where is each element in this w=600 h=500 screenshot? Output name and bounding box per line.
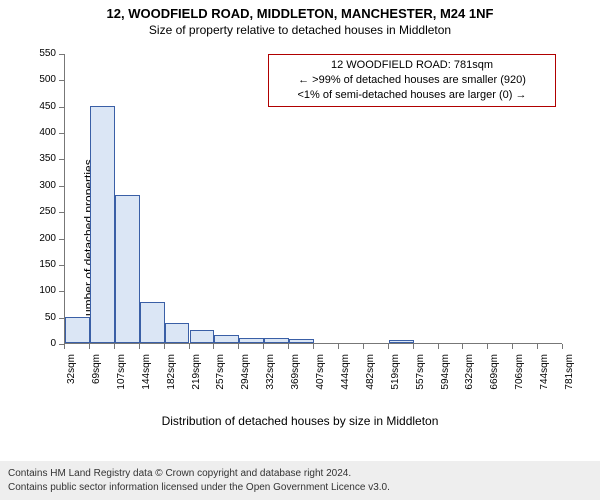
x-tick-label: 519sqm xyxy=(390,354,401,404)
x-tick-mark xyxy=(462,344,463,349)
y-tick-mark xyxy=(59,107,64,108)
y-tick-mark xyxy=(59,133,64,134)
x-tick-mark xyxy=(114,344,115,349)
info-line-3: <1% of semi-detached houses are larger (… xyxy=(275,88,549,103)
y-tick-label: 50 xyxy=(0,312,56,323)
x-tick-mark xyxy=(562,344,563,349)
x-tick-mark xyxy=(263,344,264,349)
x-tick-label: 219sqm xyxy=(191,354,202,404)
histogram-bar xyxy=(389,340,414,343)
x-tick-label: 444sqm xyxy=(340,354,351,404)
y-tick-mark xyxy=(59,291,64,292)
y-tick-label: 350 xyxy=(0,153,56,164)
y-tick-mark xyxy=(59,239,64,240)
histogram-bar xyxy=(65,317,90,343)
x-tick-mark xyxy=(213,344,214,349)
x-tick-label: 744sqm xyxy=(539,354,550,404)
x-tick-mark xyxy=(313,344,314,349)
histogram-bar xyxy=(165,323,190,343)
x-tick-label: 594sqm xyxy=(440,354,451,404)
x-tick-label: 557sqm xyxy=(415,354,426,404)
y-tick-label: 100 xyxy=(0,285,56,296)
x-tick-mark xyxy=(438,344,439,349)
credit-footer: Contains HM Land Registry data © Crown c… xyxy=(0,461,600,500)
y-tick-label: 150 xyxy=(0,259,56,270)
x-tick-label: 706sqm xyxy=(514,354,525,404)
x-tick-label: 32sqm xyxy=(66,354,77,404)
title-block: 12, WOODFIELD ROAD, MIDDLETON, MANCHESTE… xyxy=(0,0,600,37)
x-tick-label: 332sqm xyxy=(265,354,276,404)
histogram-bar xyxy=(214,335,239,343)
highlight-info-box: 12 WOODFIELD ROAD: 781sqm ← >99% of deta… xyxy=(268,54,556,107)
y-tick-mark xyxy=(59,186,64,187)
y-tick-mark xyxy=(59,318,64,319)
x-tick-mark xyxy=(64,344,65,349)
x-tick-label: 632sqm xyxy=(464,354,475,404)
y-tick-label: 450 xyxy=(0,101,56,112)
y-tick-label: 200 xyxy=(0,233,56,244)
y-tick-label: 0 xyxy=(0,338,56,349)
x-tick-mark xyxy=(238,344,239,349)
histogram-bar xyxy=(90,106,115,343)
x-tick-label: 69sqm xyxy=(91,354,102,404)
histogram-bar xyxy=(239,338,264,343)
x-tick-mark xyxy=(89,344,90,349)
y-tick-label: 300 xyxy=(0,180,56,191)
histogram-bar xyxy=(190,330,215,343)
x-tick-mark xyxy=(164,344,165,349)
x-tick-mark xyxy=(288,344,289,349)
x-tick-label: 294sqm xyxy=(240,354,251,404)
histogram-bar xyxy=(115,195,140,343)
y-tick-label: 500 xyxy=(0,74,56,85)
x-tick-mark xyxy=(487,344,488,349)
x-tick-label: 107sqm xyxy=(116,354,127,404)
credit-line-2: Contains public sector information licen… xyxy=(8,481,592,495)
info-line-2: ← >99% of detached houses are smaller (9… xyxy=(275,73,549,88)
x-axis-label: Distribution of detached houses by size … xyxy=(0,414,600,428)
x-tick-label: 669sqm xyxy=(489,354,500,404)
y-tick-mark xyxy=(59,212,64,213)
histogram-bar xyxy=(264,338,289,343)
x-tick-label: 407sqm xyxy=(315,354,326,404)
x-tick-mark xyxy=(363,344,364,349)
page-subtitle: Size of property relative to detached ho… xyxy=(0,23,600,37)
y-tick-mark xyxy=(59,159,64,160)
x-tick-label: 257sqm xyxy=(215,354,226,404)
x-tick-mark xyxy=(537,344,538,349)
x-tick-mark xyxy=(388,344,389,349)
y-tick-mark xyxy=(59,54,64,55)
x-tick-label: 781sqm xyxy=(564,354,575,404)
histogram-bar xyxy=(289,339,314,343)
y-tick-label: 250 xyxy=(0,206,56,217)
histogram-bar xyxy=(140,302,165,343)
x-tick-mark xyxy=(338,344,339,349)
x-tick-label: 369sqm xyxy=(290,354,301,404)
x-tick-label: 144sqm xyxy=(141,354,152,404)
x-tick-mark xyxy=(512,344,513,349)
x-tick-mark xyxy=(139,344,140,349)
x-tick-mark xyxy=(413,344,414,349)
info-line-1: 12 WOODFIELD ROAD: 781sqm xyxy=(275,58,549,73)
y-tick-mark xyxy=(59,80,64,81)
page-title: 12, WOODFIELD ROAD, MIDDLETON, MANCHESTE… xyxy=(0,6,600,21)
x-tick-mark xyxy=(189,344,190,349)
y-tick-label: 550 xyxy=(0,48,56,59)
y-tick-mark xyxy=(59,265,64,266)
x-tick-label: 182sqm xyxy=(166,354,177,404)
x-tick-label: 482sqm xyxy=(365,354,376,404)
credit-line-1: Contains HM Land Registry data © Crown c… xyxy=(8,467,592,481)
y-tick-label: 400 xyxy=(0,127,56,138)
